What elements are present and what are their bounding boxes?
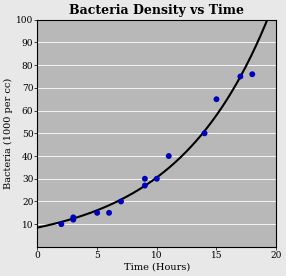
Point	[71, 217, 76, 222]
Point	[107, 211, 111, 215]
Title: Bacteria Density vs Time: Bacteria Density vs Time	[69, 4, 244, 17]
Point	[143, 183, 147, 188]
Point	[143, 177, 147, 181]
Point	[202, 131, 207, 136]
Point	[214, 97, 219, 102]
Point	[250, 72, 255, 76]
Point	[59, 222, 64, 226]
X-axis label: Time (Hours): Time (Hours)	[124, 263, 190, 272]
Point	[119, 199, 123, 204]
Point	[95, 211, 100, 215]
Y-axis label: Bacteria (1000 per cc): Bacteria (1000 per cc)	[4, 78, 13, 189]
Point	[71, 215, 76, 220]
Point	[154, 177, 159, 181]
Point	[166, 154, 171, 158]
Point	[238, 74, 243, 79]
